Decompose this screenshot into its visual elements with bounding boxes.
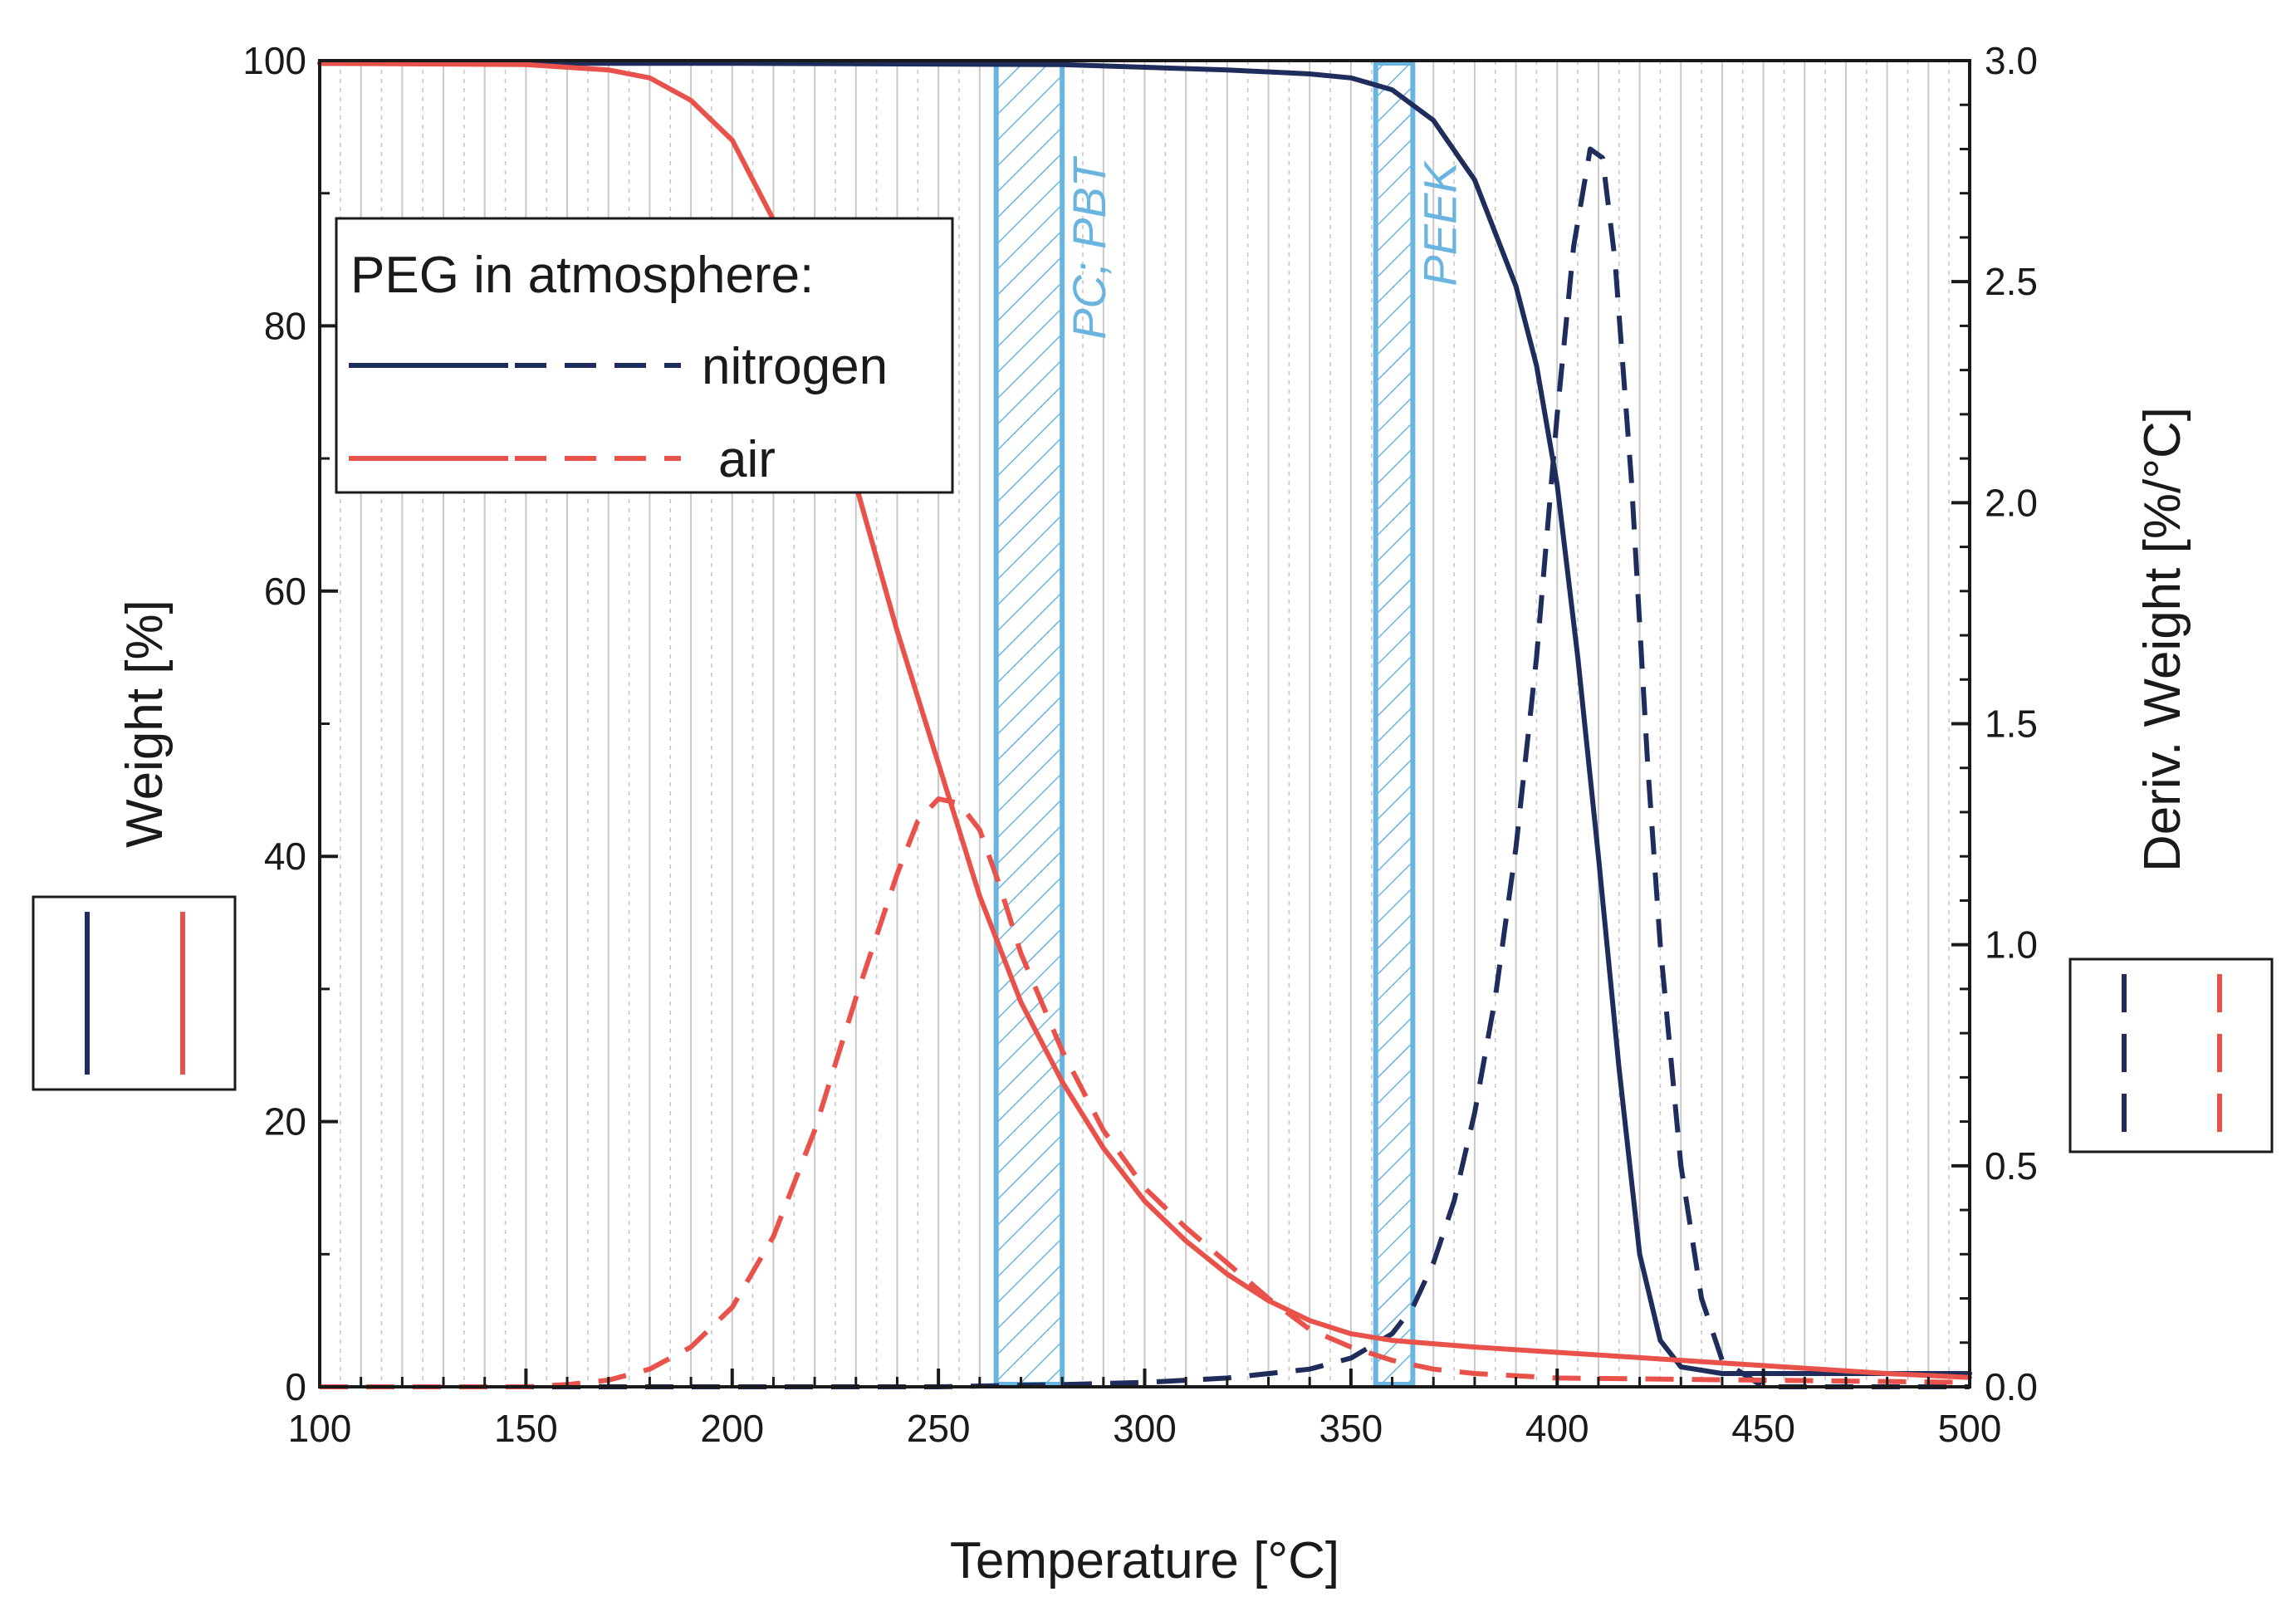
y-axis-title: Weight [%]	[116, 600, 174, 848]
left-axis-key-box	[32, 895, 237, 1091]
legend: PEG in atmosphere: nitrogen air	[335, 217, 954, 494]
x-tick-label: 200	[700, 1407, 764, 1450]
legend-label-air: air	[718, 431, 776, 488]
y2-tick-label: 3.0	[1985, 39, 2038, 82]
x-tick-label: 400	[1525, 1407, 1589, 1450]
y2-tick-label: 0.0	[1985, 1365, 2038, 1408]
x-tick-label: 450	[1731, 1407, 1795, 1450]
x-tick-label: 100	[288, 1407, 352, 1450]
series-air-weight	[317, 61, 1972, 1380]
band-label-2: PEEK	[1413, 160, 1466, 286]
x-tick-label: 300	[1113, 1407, 1177, 1450]
band-label-1: PC; PBT	[1063, 155, 1115, 340]
legend-box	[335, 217, 954, 494]
y2-tick-label: 2.5	[1985, 260, 2038, 303]
y-tick-label: 0	[285, 1365, 306, 1408]
y2-tick-label: 0.5	[1985, 1144, 2038, 1188]
x-tick-label: 150	[494, 1407, 558, 1450]
y2-axis-title: Deriv. Weight [%/°C]	[2134, 407, 2191, 872]
x-axis-title: Temperature [°C]	[950, 1532, 1339, 1589]
y-tick-label: 100	[242, 39, 306, 82]
series-nitrogen-weight	[317, 61, 1972, 1376]
series-air-derivative	[320, 796, 1970, 1389]
axis-keys	[32, 895, 2274, 1153]
data-series	[317, 61, 1972, 1389]
y2-tick-label: 2.0	[1985, 481, 2038, 524]
right-axis-key-box	[2068, 957, 2274, 1153]
x-tick-label: 250	[907, 1407, 971, 1450]
highlight-band-1	[993, 61, 1065, 1387]
legend-title: PEG in atmosphere:	[350, 247, 814, 304]
y2-tick-label: 1.5	[1985, 703, 2038, 746]
x-tick-label: 350	[1319, 1407, 1383, 1450]
highlight-band-2	[1373, 61, 1416, 1387]
axes: 100 150 200 250 300 350 400 450 500 0 20 40 60 80 100 0…	[242, 39, 2038, 1450]
x-tick-label: 500	[1938, 1407, 2002, 1450]
series-nitrogen-derivative	[320, 146, 1970, 1389]
y-tick-label: 60	[264, 570, 306, 613]
y-tick-label: 80	[264, 304, 306, 347]
y2-tick-label: 1.0	[1985, 923, 2038, 967]
y-tick-label: 20	[264, 1100, 306, 1144]
y-tick-label: 40	[264, 835, 306, 878]
highlight-bands: PC; PBT PEEK	[993, 61, 1466, 1387]
legend-label-nitrogen: nitrogen	[702, 338, 888, 395]
